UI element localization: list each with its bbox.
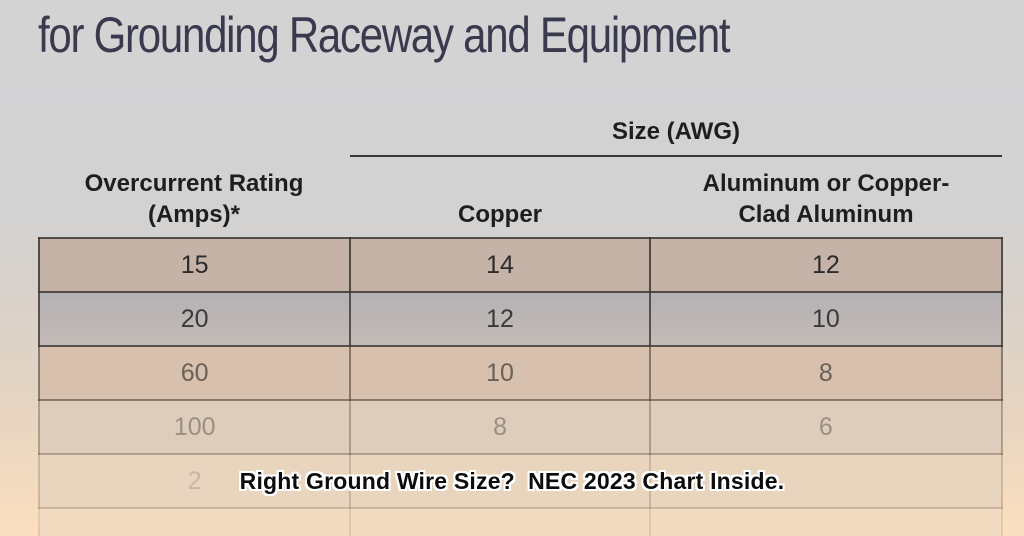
cell-aluminum: 6 (648, 399, 1004, 455)
cell-overcurrent-rating: 60 (37, 345, 352, 401)
cell-aluminum (648, 507, 1004, 536)
cell-copper: 12 (349, 291, 651, 347)
cell-copper: 10 (349, 345, 651, 401)
cell-overcurrent-rating: 15 (37, 237, 352, 293)
group-header-rule (350, 155, 1002, 157)
cell-aluminum: 8 (648, 345, 1004, 401)
caption-overlay: Right Ground Wire Size? NEC 2023 Chart I… (239, 468, 785, 494)
cell-overcurrent-rating (37, 507, 352, 536)
column-header-line: Overcurrent Rating (84, 170, 304, 197)
table-row (37, 507, 1004, 536)
column-header-line: Clad Aluminum (738, 201, 914, 228)
column-header-line: (Amps)* (147, 201, 240, 228)
table-row: 20 12 10 (37, 291, 1004, 347)
table-row: 100 8 6 (37, 399, 1004, 455)
cell-overcurrent-rating: 100 (37, 399, 352, 455)
size-awg-group-header: Size (AWG) (611, 118, 740, 145)
cell-copper (349, 507, 651, 536)
column-header-aluminum: Aluminum or Copper- Clad Aluminum (650, 168, 1002, 230)
cell-overcurrent-rating: 20 (37, 291, 352, 347)
table-row: 15 14 12 (37, 237, 1004, 293)
cell-overcurrent-rating: 2 (37, 453, 352, 509)
cell-aluminum: 12 (648, 237, 1004, 293)
table-row: 2 (37, 453, 1004, 509)
cell-aluminum: 10 (648, 291, 1004, 347)
column-header-copper: Copper (350, 199, 650, 230)
grounding-conductor-table: 15 14 12 20 12 10 60 10 8 100 8 6 2 (37, 237, 1004, 536)
page-title: for Grounding Raceway and Equipment (38, 7, 731, 63)
cell-copper: 14 (349, 237, 651, 293)
table-row: 60 10 8 (37, 345, 1004, 401)
cell-copper: 8 (349, 399, 651, 455)
column-header-line: Copper (458, 201, 542, 228)
column-header-overcurrent-rating: Overcurrent Rating (Amps)* (38, 168, 350, 230)
column-header-line: Aluminum or Copper- (702, 170, 950, 197)
cell-copper (349, 453, 651, 509)
cell-aluminum (648, 453, 1004, 509)
